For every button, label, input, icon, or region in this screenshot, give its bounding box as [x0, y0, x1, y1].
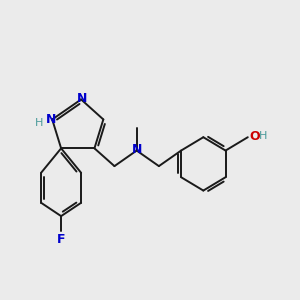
Text: F: F — [57, 233, 65, 246]
Text: N: N — [46, 113, 56, 126]
Text: H: H — [35, 118, 43, 128]
Text: H: H — [259, 131, 267, 141]
Text: N: N — [131, 143, 142, 156]
Text: O: O — [249, 130, 260, 142]
Text: N: N — [77, 92, 87, 105]
